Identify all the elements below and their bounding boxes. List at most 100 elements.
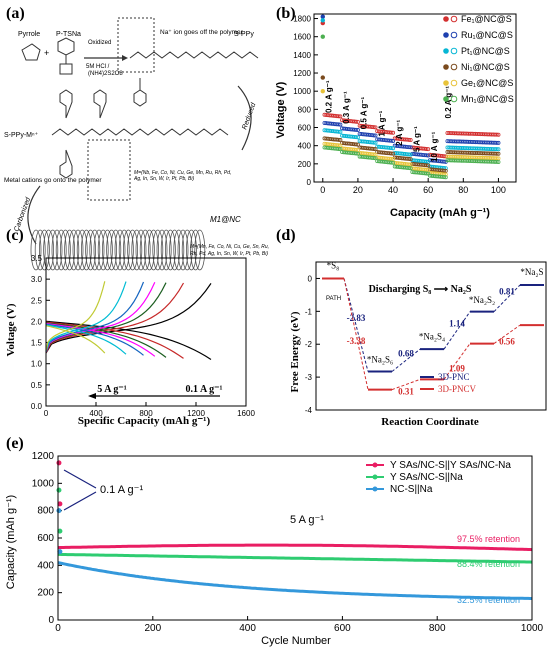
b-point <box>354 119 359 124</box>
e-plot-frame <box>57 455 533 621</box>
b-point <box>391 146 396 151</box>
e-rate-initial: 0.1 A g⁻¹ <box>100 484 143 496</box>
b-point <box>354 147 359 152</box>
coil-turn <box>64 229 75 271</box>
d-step-value: 0.31 <box>398 387 414 397</box>
c-charge-curve <box>45 282 185 354</box>
coil-turn <box>152 229 164 271</box>
e-legend-label: Y SAs/NC-S||Na <box>390 472 463 483</box>
coil-turn <box>85 229 96 271</box>
d-species-label: *Na₂S₂ <box>469 295 495 305</box>
coil-turn <box>55 229 67 271</box>
e-retention-label: 88.4% retention <box>457 559 520 569</box>
d-title: Discharging S₈ ⟶ Na₂S <box>369 284 472 295</box>
cycling-chart: (e) 0 200 400 600 800 1000 0 200 400 600 800 1000 12… <box>5 435 544 647</box>
c-discharge-curve <box>45 324 127 355</box>
e-initial-point <box>56 487 62 493</box>
metal-box <box>87 139 131 201</box>
d-step-value: 0.81 <box>499 286 515 296</box>
b-legend-label: Ge₁@NC@S <box>461 78 513 88</box>
coil-turn <box>106 229 117 271</box>
carbonized-arrow <box>27 185 41 245</box>
b-point <box>443 175 448 180</box>
e-xtick-label: 600 <box>334 623 351 634</box>
b-ytick-label: 200 <box>298 160 312 169</box>
c-xlabel: Specific Capacity (mAh g⁻¹) <box>78 415 211 427</box>
ptsna-structure <box>57 37 75 75</box>
b-point <box>355 148 360 153</box>
c-xtick-label: 800 <box>139 409 153 418</box>
b-rate-label: 0.2 A g⁻¹ <box>444 86 453 119</box>
b-ytick-label: 1000 <box>293 87 311 96</box>
b-legend-marker <box>443 48 449 54</box>
b-point <box>355 151 360 156</box>
e-legend-label: Y SAs/NC-S||Y SAs/NC-Na <box>390 460 511 471</box>
b-rate-label: 10 A g⁻¹ <box>430 131 439 162</box>
e-xtick-label: 800 <box>429 623 446 634</box>
coil-turn <box>51 229 63 271</box>
coil-turn <box>81 229 92 271</box>
c-ytick-label: 2.5 <box>31 296 43 305</box>
e-series-line <box>57 543 533 552</box>
panel-d-label: (d) <box>276 227 296 244</box>
polymer-chain-middle <box>51 89 229 179</box>
d-species-label: *Na₂S <box>520 267 543 277</box>
b-point <box>389 146 394 151</box>
coil-turn <box>93 229 105 271</box>
c-charge-curve <box>45 281 145 352</box>
d-connector <box>343 278 369 390</box>
b-point <box>496 156 501 161</box>
d-species-label: *Na₂S₄ <box>419 331 445 341</box>
b-point <box>406 145 411 150</box>
final-product: M1@NC <box>210 215 241 224</box>
b-point <box>354 151 359 156</box>
rate-chart: (b) 0 20 40 60 80 100020040060080010001200140… <box>275 5 517 219</box>
b-rate-label: 0.2 A g⁻¹ <box>325 80 334 113</box>
b-point <box>373 133 378 138</box>
e-retention-label: 32.5% retention <box>457 595 520 605</box>
coil-turn <box>156 229 168 271</box>
coil-turn <box>169 229 181 271</box>
b-point <box>426 153 431 158</box>
b-point <box>336 146 341 151</box>
panel-b: (b) 0 20 40 60 80 100 0 200 400 600 800 1000 1200 140… <box>270 0 550 222</box>
coil-turn <box>194 229 206 271</box>
metal-list-1: M=(Nb, Fe, Co, Ni, Cu, Ge, Mn, Ru, Rh, P… <box>134 170 232 182</box>
b-point <box>408 145 413 150</box>
panel-b-label: (b) <box>276 5 296 22</box>
condition-3: (NH4)2S2O8 <box>88 71 123 77</box>
b-point <box>355 128 360 133</box>
b-point <box>494 140 499 145</box>
b-legend-marker <box>443 96 449 102</box>
b-legend-marker <box>443 64 449 70</box>
coil-turn <box>181 229 193 271</box>
b-point <box>496 159 501 164</box>
b-point <box>426 147 431 152</box>
b-point <box>494 151 499 156</box>
b-ytick-label: 400 <box>298 142 312 151</box>
b-point <box>441 168 446 173</box>
b-point <box>441 159 446 164</box>
b-point <box>338 122 343 127</box>
b-point-first <box>320 18 325 23</box>
b-rate-label: 5 A g⁻¹ <box>412 126 421 152</box>
c-ytick-label: 0.5 <box>31 381 43 390</box>
e-ytick-label: 400 <box>37 560 54 571</box>
b-point <box>371 125 376 130</box>
coil-turn <box>39 229 50 271</box>
b-ytick-label: 0 <box>307 178 312 187</box>
coil-turn <box>43 229 54 271</box>
b-point <box>441 175 446 180</box>
b-point <box>408 166 413 171</box>
c-discharge-curve <box>45 322 167 358</box>
d-xlabel: Reaction Coordinate <box>381 416 479 428</box>
c-ytick-label: 1.5 <box>31 339 43 348</box>
e-retention-label: 97.5% retention <box>457 534 520 544</box>
b-xtick-label: 20 <box>353 185 363 195</box>
b-point <box>373 147 378 152</box>
e-ytick-label: 800 <box>37 506 54 517</box>
b-point <box>426 163 431 168</box>
b-point <box>355 142 360 147</box>
d-step-value: 1.09 <box>449 363 465 373</box>
c-xtick-label: 1600 <box>237 409 255 418</box>
